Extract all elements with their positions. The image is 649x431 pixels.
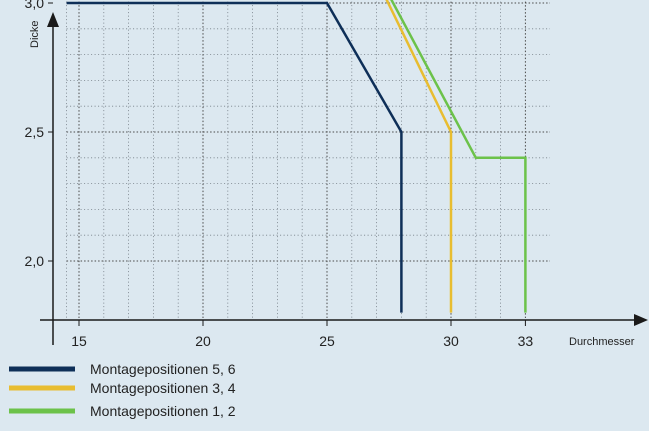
x-tick-label: 20 <box>195 333 211 349</box>
legend-label-3: Montagepositionen 1, 2 <box>90 403 236 419</box>
y-tick-label: 3,0 <box>25 0 45 11</box>
legend-label-1: Montagepositionen 5, 6 <box>90 361 236 377</box>
series-line-1 <box>66 1 403 313</box>
x-tick-label: 15 <box>71 333 87 349</box>
series <box>66 0 527 313</box>
x-axis-title: Durchmesser <box>569 336 635 348</box>
series-line-2 <box>385 0 453 313</box>
y-tick-label: 2,5 <box>25 124 45 140</box>
y-tick-label: 2,0 <box>25 253 45 269</box>
x-axis-arrow <box>634 314 648 326</box>
x-tick-label: 33 <box>518 333 534 349</box>
y-axis-arrow <box>47 12 59 27</box>
x-tick-label: 25 <box>319 333 335 349</box>
axes: Durchmesser Dicke <box>29 12 648 348</box>
series-line-3 <box>390 0 527 313</box>
legend-label-2: Montagepositionen 3, 4 <box>90 380 236 396</box>
x-tick-label: 30 <box>443 333 459 349</box>
legend: Montagepositionen 5, 6 Montagepositionen … <box>9 361 236 419</box>
y-axis-title: Dicke <box>29 20 41 48</box>
